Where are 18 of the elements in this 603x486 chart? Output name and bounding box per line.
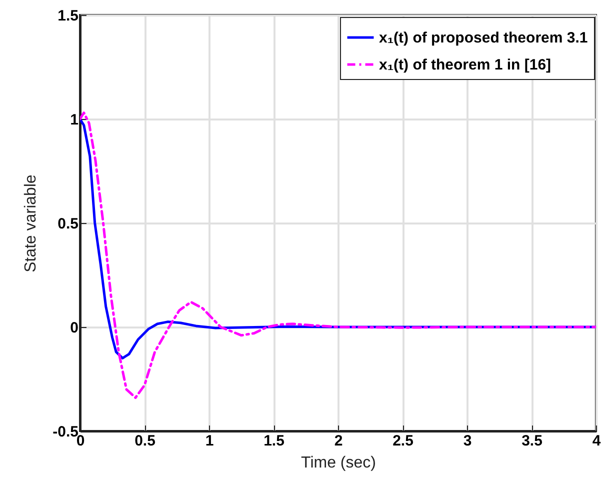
- x-tick-label: 1.5: [264, 432, 284, 450]
- x-tick-label: 2.5: [392, 432, 414, 450]
- x-tick-label: 3: [463, 432, 472, 450]
- legend-label: x₁(t) of proposed theorem 3.1: [379, 30, 588, 46]
- y-tick-label: 0.5: [58, 216, 78, 232]
- legend-label: x₁(t) of theorem 1 in [16]: [379, 56, 552, 74]
- x-tick-label: 3.5: [522, 432, 542, 450]
- y-tick-label: 0: [70, 320, 78, 336]
- y-tick-label: 1.5: [58, 8, 78, 24]
- x-tick-label: 0.5: [134, 432, 156, 450]
- line-series: [80, 112, 596, 399]
- y-tick-label: -0.5: [52, 424, 78, 440]
- y-tick-label: 1: [70, 112, 78, 128]
- x-tick-label: 4: [592, 432, 602, 450]
- y-axis-title: State variable: [22, 174, 40, 272]
- x-tick-label: 1: [205, 432, 214, 450]
- x-axis-title: Time (sec): [301, 454, 376, 472]
- x-tick-label: 2: [334, 432, 343, 450]
